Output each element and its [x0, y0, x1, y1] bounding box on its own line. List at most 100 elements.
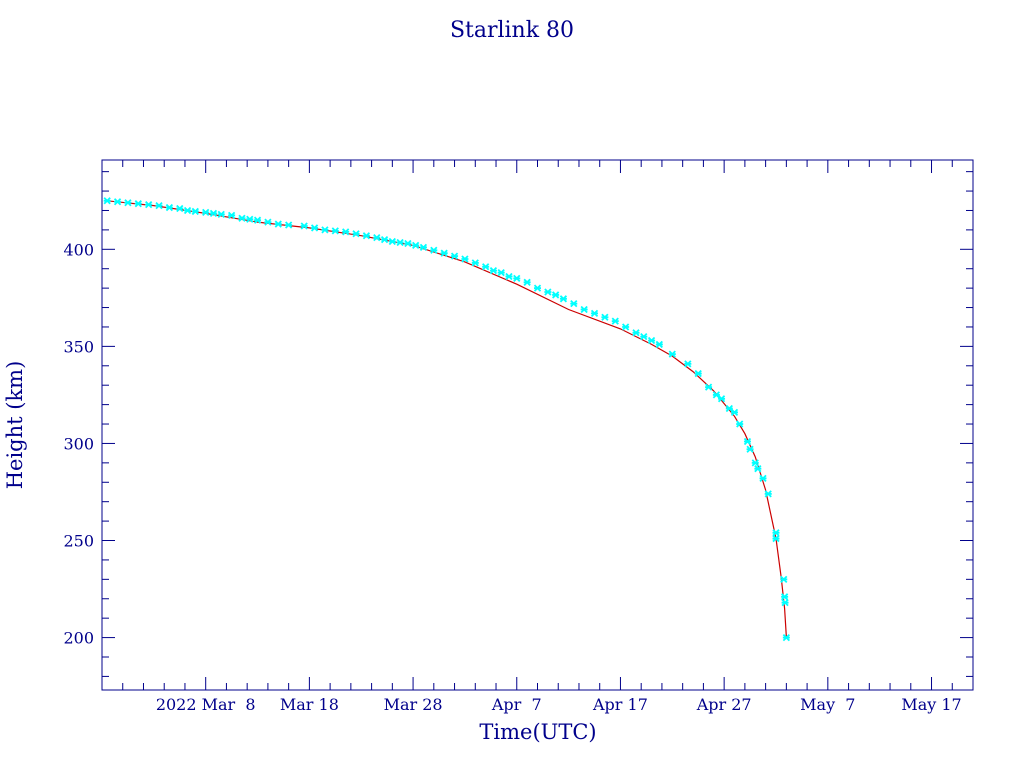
x-tick-label: Mar 18 — [280, 695, 339, 714]
y-tick-label: 250 — [63, 532, 94, 551]
observation-point — [246, 215, 254, 223]
observation-point — [759, 474, 767, 483]
observation-point — [404, 239, 412, 248]
observation-point — [176, 204, 184, 213]
observation-point — [461, 255, 469, 263]
x-tick-label: 2022 Mar 8 — [156, 695, 256, 714]
observation-point — [300, 222, 308, 230]
observation-point — [310, 224, 319, 232]
x-tick-label: May 17 — [901, 695, 961, 714]
observation-point — [352, 230, 360, 238]
observation-point — [559, 295, 568, 303]
x-tick-label: Apr 17 — [592, 695, 648, 714]
observation-point — [471, 259, 479, 267]
observation-point — [622, 323, 630, 331]
observation-point — [217, 210, 225, 218]
x-tick-label: Apr 7 — [491, 695, 542, 714]
x-tick-label: Mar 28 — [384, 695, 443, 714]
observation-point — [253, 216, 262, 224]
observation-point — [145, 201, 153, 209]
observation-point — [552, 291, 560, 299]
observation-point — [580, 305, 588, 314]
decay-fit-line — [107, 200, 787, 638]
observation-point — [782, 633, 790, 642]
observation-point — [183, 206, 192, 215]
observation-point — [396, 238, 404, 247]
x-tick-label: May 7 — [800, 695, 855, 714]
y-axis-tick-labels: 200 250 300 350 400 — [63, 240, 94, 647]
observation-point — [730, 408, 739, 417]
observation-point — [209, 209, 218, 218]
observation-point — [712, 391, 721, 399]
observation-point — [227, 211, 236, 219]
y-tick-label: 300 — [63, 434, 94, 453]
observation-point — [489, 267, 498, 275]
observation-point — [640, 333, 648, 341]
observation-point — [668, 350, 676, 358]
y-axis-label: Height (km) — [3, 361, 27, 490]
observation-point — [736, 420, 744, 428]
observation-point — [570, 300, 578, 308]
observation-point — [373, 234, 381, 242]
observation-point — [440, 249, 448, 257]
observation-point — [342, 228, 350, 236]
observation-point — [751, 459, 759, 467]
observation-point — [134, 200, 142, 208]
observation-point — [725, 404, 733, 413]
observation-point — [264, 218, 272, 226]
observation-point — [331, 227, 339, 235]
observation-point — [611, 317, 619, 325]
observation-point — [590, 309, 599, 318]
observation-point — [430, 246, 438, 254]
observation-point — [533, 284, 542, 292]
observation-point — [388, 237, 396, 246]
observation-point — [746, 445, 754, 453]
observation-point — [450, 252, 459, 260]
observation-point — [513, 274, 521, 283]
observation-point — [412, 241, 420, 250]
observation-point — [191, 207, 199, 216]
observation-point — [743, 437, 752, 446]
observation-point — [321, 226, 329, 234]
x-axis-tick-labels: 2022 Mar 8 Mar 18 Mar 28 Apr 7 Apr 17 Apr 27 M… — [156, 695, 962, 714]
observation-point — [717, 395, 726, 403]
y-axis-ticks — [102, 171, 973, 677]
x-tick-label: Apr 27 — [696, 695, 752, 714]
observation-point — [419, 243, 428, 251]
observation-point — [380, 235, 389, 244]
y-tick-label: 400 — [63, 240, 94, 259]
plot-frame — [101, 159, 974, 691]
x-axis-ticks — [101, 160, 974, 690]
chart-title: Starlink 80 — [450, 18, 574, 43]
x-axis-label: Time(UTC) — [479, 720, 596, 744]
observation-point — [647, 336, 656, 345]
observation-point — [684, 360, 692, 368]
observation-point — [505, 272, 513, 281]
observation-point — [780, 593, 789, 601]
observation-point — [285, 221, 293, 229]
observation-point — [704, 383, 713, 391]
observation-point — [238, 214, 246, 222]
observation-point — [754, 465, 762, 473]
observation-point — [780, 575, 788, 583]
observation-point — [772, 534, 780, 543]
observation-point — [274, 220, 282, 228]
observation-point — [601, 313, 609, 321]
observation-point — [497, 268, 505, 277]
observation-point — [362, 232, 371, 240]
observation-point — [523, 278, 531, 286]
observation-point — [202, 208, 210, 217]
data-series — [103, 197, 790, 642]
observation-point — [103, 197, 111, 205]
observation-point — [124, 199, 132, 207]
observation-point — [764, 490, 772, 498]
y-tick-label: 200 — [63, 629, 94, 648]
y-tick-label: 350 — [63, 337, 94, 356]
observation-point — [544, 288, 552, 296]
observation-point — [632, 329, 640, 337]
observation-point — [113, 198, 122, 206]
observation-point — [482, 263, 490, 271]
observation-point — [772, 529, 780, 537]
observation-point — [165, 203, 174, 212]
